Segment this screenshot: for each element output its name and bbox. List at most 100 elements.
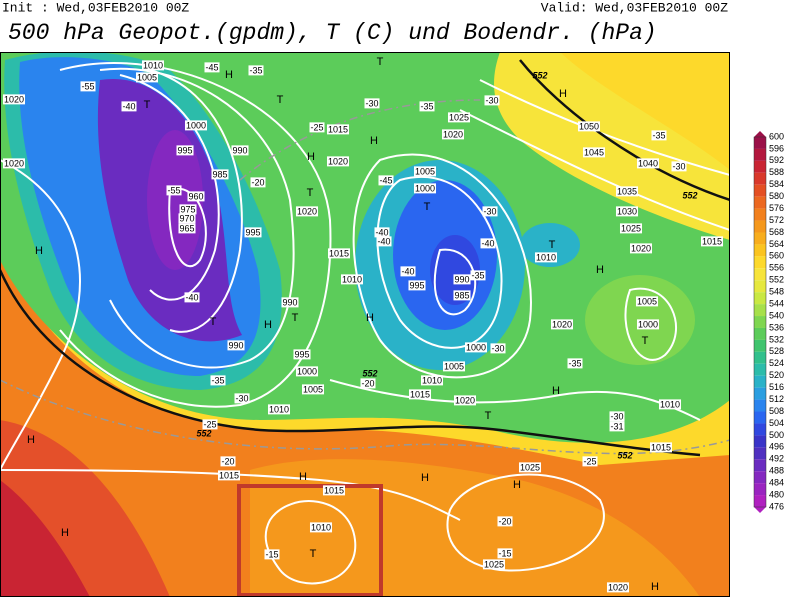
- pressure-center: H: [35, 245, 43, 257]
- temperature-label-box: [671, 161, 687, 172]
- pressure-label: 1050: [579, 121, 599, 131]
- pressure-label-box: [2, 158, 26, 169]
- isobar: [459, 109, 730, 231]
- colorbar-swatch: [754, 483, 766, 496]
- isobar: [352, 153, 532, 379]
- colorbar-label: 548: [769, 287, 784, 297]
- pressure-label: 995: [245, 227, 260, 237]
- pressure-label-box: [413, 183, 437, 194]
- isobar: [119, 74, 220, 301]
- pressure-center: H: [61, 527, 69, 539]
- temperature-label-box: [378, 175, 394, 186]
- valid-time: Valid: Wed,03FEB2010 00Z: [541, 0, 728, 15]
- temperature-label: -20: [221, 456, 234, 466]
- pressure-label-box: [178, 223, 196, 234]
- pressure-label: 1010: [660, 399, 680, 409]
- colorbar-label: 476: [769, 501, 784, 511]
- colorbar-swatch: [754, 423, 766, 436]
- pressure-label: 1020: [328, 156, 348, 166]
- colorbar-arrow-top: [754, 131, 766, 137]
- temperature-label-box: [184, 292, 200, 303]
- pressure-label-box: [534, 252, 558, 263]
- pressure-label-box: [636, 319, 660, 330]
- pressure-label: 1025: [449, 112, 469, 122]
- contour-label: 552: [682, 190, 697, 200]
- pressure-label-box: [518, 462, 542, 473]
- colorbar-swatch: [754, 232, 766, 245]
- colorbar-label: 576: [769, 203, 784, 213]
- temperature-label-box: [567, 358, 583, 369]
- pressure-label: 1020: [631, 243, 651, 253]
- isobar: [446, 473, 605, 572]
- temperature-label-box: [400, 266, 416, 277]
- contour-552: [0, 269, 701, 457]
- colorbar-label: 572: [769, 215, 784, 225]
- colorbar-swatch: [754, 471, 766, 484]
- pressure-center: T: [144, 99, 151, 111]
- pressure-center: T: [424, 201, 431, 213]
- pressure-label-box: [482, 559, 506, 570]
- pressure-center: H: [552, 385, 560, 397]
- colorbar-swatch: [754, 148, 766, 161]
- pressure-label-box: [2, 94, 26, 105]
- colorbar-label: 564: [769, 239, 784, 249]
- pressure-label-box: [413, 166, 437, 177]
- pressure-label: 1020: [4, 158, 24, 168]
- colorbar-label: 588: [769, 167, 784, 177]
- map-area: [0, 52, 730, 597]
- temperature-label: -31: [610, 421, 623, 431]
- temperature-label: -35: [652, 130, 665, 140]
- pressure-center: T: [310, 548, 317, 560]
- temperature-label: -30: [365, 98, 378, 108]
- pressure-label-box: [453, 274, 471, 285]
- pressure-label: 1005: [415, 166, 435, 176]
- temperature-label: -30: [610, 411, 623, 421]
- pressure-label-box: [326, 124, 350, 135]
- colorbar-swatch: [754, 292, 766, 305]
- colorbar-label: 596: [769, 143, 784, 153]
- isobar: [329, 379, 701, 421]
- pressure-label-box: [187, 191, 205, 202]
- field-deep-purple: [147, 130, 203, 270]
- pressure-label: 1020: [297, 206, 317, 216]
- pressure-label: 1010: [269, 404, 289, 414]
- pressure-center: T: [210, 316, 217, 328]
- pressure-label: 985: [212, 169, 227, 179]
- pressure-label: 1020: [552, 319, 572, 329]
- pressure-label-box: [184, 120, 208, 131]
- pressure-label-box: [293, 349, 311, 360]
- colorbar-label: 536: [769, 322, 784, 332]
- isobar: [624, 287, 677, 361]
- pressure-center: H: [596, 264, 604, 276]
- colorbar-swatch: [754, 375, 766, 388]
- temperature-label-box: [419, 101, 435, 112]
- pressure-center: H: [307, 151, 315, 163]
- temperature-label-box: [484, 95, 500, 106]
- isotherm: [239, 99, 481, 181]
- pressure-center: T: [307, 187, 314, 199]
- temperature-label: -35: [211, 375, 224, 385]
- colorbar-label: 532: [769, 334, 784, 344]
- temperature-label: -45: [379, 175, 392, 185]
- temperature-label: -25: [583, 456, 596, 466]
- pressure-label-box: [577, 121, 601, 132]
- pressure-label: 1015: [651, 442, 671, 452]
- pressure-center: T: [549, 239, 556, 251]
- pressure-label: 995: [177, 145, 192, 155]
- pressure-label-box: [635, 296, 659, 307]
- colorbar-swatch: [754, 435, 766, 448]
- pressure-label-box: [464, 342, 488, 353]
- pressure-center: H: [559, 88, 567, 100]
- colorbar-swatch: [754, 196, 766, 209]
- temperature-label: -30: [491, 343, 504, 353]
- temperature-label-box: [609, 411, 625, 422]
- pressure-label: 990: [454, 274, 469, 284]
- temperature-label-box: [376, 236, 392, 247]
- pressure-label: 1025: [484, 559, 504, 569]
- pressure-label-box: [326, 156, 350, 167]
- colorbar-label: 508: [769, 406, 784, 416]
- pressure-label-box: [615, 186, 639, 197]
- pressure-label-box: [244, 227, 262, 238]
- pressure-label: 990: [282, 297, 297, 307]
